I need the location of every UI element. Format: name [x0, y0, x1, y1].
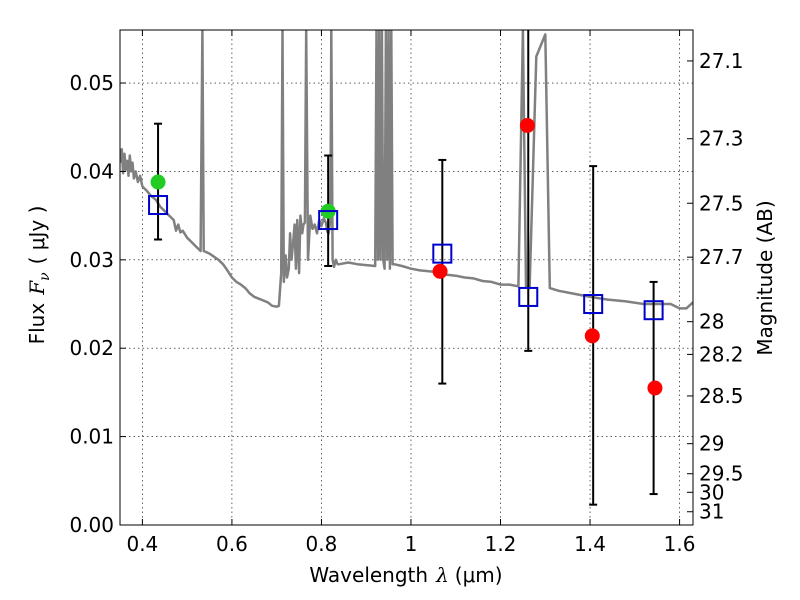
data-layer [120, 30, 693, 310]
y2-tick-label: 27.5 [699, 191, 744, 215]
red-data-point [432, 263, 448, 279]
y-axis-label: FluxFν( μJy ) [25, 206, 53, 345]
y2-tick-label: 29 [699, 432, 724, 456]
y2-tick-label: 27.1 [699, 49, 744, 73]
y2-tick-label: 31 [699, 500, 724, 524]
x-tick-label: 0.4 [126, 532, 158, 556]
y-tick-label: 0.00 [69, 513, 114, 537]
x-axis-label: Wavelength λ (μm) [309, 563, 502, 587]
plot-frame [119, 29, 694, 526]
y2-tick-label: 28.5 [699, 384, 744, 408]
y2-tick-label: 28.2 [699, 342, 744, 366]
model-flux-square [518, 286, 539, 307]
x-tick-label: 1.2 [485, 532, 517, 556]
plot-background [120, 30, 693, 525]
y2-tick-label: 29.5 [699, 462, 744, 486]
red-data-point [584, 328, 600, 344]
y-axis-ticks: 0.00 0.01 0.02 0.03 0.04 0.05 [69, 71, 126, 537]
y-tick-label: 0.05 [69, 71, 114, 95]
model-flux-square [318, 210, 339, 231]
red-data-point [519, 117, 535, 133]
y2-tick-label: 27.7 [699, 245, 744, 269]
model-flux-square [583, 294, 604, 315]
y-tick-label: 0.03 [69, 248, 114, 272]
y-tick-label: 0.02 [69, 336, 114, 360]
model-spectrum-line [120, 30, 693, 310]
x-tick-label: 1.6 [664, 532, 696, 556]
errorbar-layer [148, 30, 664, 506]
y2-axis-label: Magnitude (AB) [753, 200, 777, 355]
x-tick-label: 1.4 [574, 532, 606, 556]
model-flux-square [432, 243, 453, 264]
y-tick-label: 0.01 [69, 425, 114, 449]
x-tick-label: 0.6 [216, 532, 248, 556]
y2-tick-label: 30 [699, 480, 724, 504]
x-axis-ticks: 0.4 0.6 0.8 1 1.2 1.4 1.6 [126, 30, 695, 556]
x-tick-label: 0.8 [306, 532, 338, 556]
green-data-point [150, 174, 166, 190]
red-data-point [647, 380, 663, 396]
y2-tick-label: 28 [699, 310, 724, 334]
y2-tick-label: 27.3 [699, 127, 744, 151]
model-flux-square [643, 300, 664, 321]
y-tick-label: 0.04 [69, 159, 114, 183]
x-tick-label: 1 [405, 532, 418, 556]
model-flux-square [148, 195, 169, 216]
